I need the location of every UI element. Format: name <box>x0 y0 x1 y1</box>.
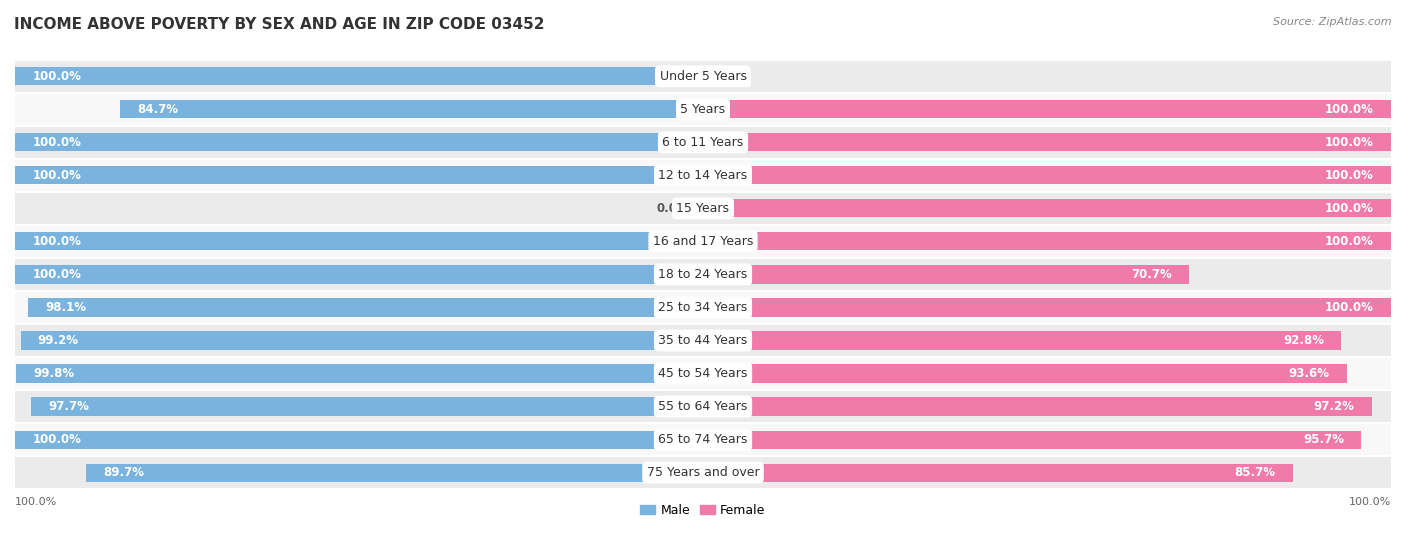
Text: 100.0%: 100.0% <box>15 498 58 508</box>
Legend: Male, Female: Male, Female <box>636 499 770 522</box>
Text: 16 and 17 Years: 16 and 17 Years <box>652 235 754 248</box>
Bar <box>15 60 1391 93</box>
Text: 75 Years and over: 75 Years and over <box>647 466 759 479</box>
Bar <box>15 225 1391 258</box>
Text: 84.7%: 84.7% <box>138 103 179 116</box>
Text: 100.0%: 100.0% <box>32 136 82 149</box>
Text: Source: ZipAtlas.com: Source: ZipAtlas.com <box>1274 17 1392 27</box>
Bar <box>703 166 1391 184</box>
Text: 12 to 14 Years: 12 to 14 Years <box>658 169 748 182</box>
Bar <box>21 331 703 349</box>
Bar <box>15 266 703 283</box>
Text: 100.0%: 100.0% <box>1324 301 1374 314</box>
Bar <box>121 100 703 119</box>
Bar <box>86 463 703 482</box>
Bar <box>31 397 703 416</box>
Text: 35 to 44 Years: 35 to 44 Years <box>658 334 748 347</box>
Bar <box>703 463 1292 482</box>
Text: 100.0%: 100.0% <box>32 70 82 83</box>
Text: 0.0%: 0.0% <box>717 70 749 83</box>
Bar <box>15 233 703 250</box>
Bar <box>15 67 703 86</box>
Text: 98.1%: 98.1% <box>45 301 86 314</box>
Bar <box>703 200 1391 217</box>
Text: 18 to 24 Years: 18 to 24 Years <box>658 268 748 281</box>
Text: 70.7%: 70.7% <box>1132 268 1173 281</box>
Bar <box>17 364 703 382</box>
Bar <box>15 126 1391 159</box>
Text: 100.0%: 100.0% <box>1324 136 1374 149</box>
Text: 85.7%: 85.7% <box>1234 466 1275 479</box>
Bar <box>15 258 1391 291</box>
Bar <box>15 430 703 449</box>
Text: 45 to 54 Years: 45 to 54 Years <box>658 367 748 380</box>
Bar <box>15 192 1391 225</box>
Bar <box>15 456 1391 489</box>
Text: 65 to 74 Years: 65 to 74 Years <box>658 433 748 446</box>
Bar <box>15 357 1391 390</box>
Text: Under 5 Years: Under 5 Years <box>659 70 747 83</box>
Bar <box>703 397 1372 416</box>
Bar <box>703 299 1391 316</box>
Text: 100.0%: 100.0% <box>1348 498 1391 508</box>
Text: 100.0%: 100.0% <box>1324 202 1374 215</box>
Text: 5 Years: 5 Years <box>681 103 725 116</box>
Text: 100.0%: 100.0% <box>32 169 82 182</box>
Text: 97.7%: 97.7% <box>48 400 89 413</box>
Text: 99.8%: 99.8% <box>34 367 75 380</box>
Bar <box>703 266 1189 283</box>
Bar <box>703 100 1391 119</box>
Bar <box>28 299 703 316</box>
Text: 100.0%: 100.0% <box>1324 169 1374 182</box>
Bar <box>15 291 1391 324</box>
Bar <box>703 133 1391 151</box>
Text: 95.7%: 95.7% <box>1303 433 1344 446</box>
Bar <box>15 423 1391 456</box>
Bar <box>703 233 1391 250</box>
Text: INCOME ABOVE POVERTY BY SEX AND AGE IN ZIP CODE 03452: INCOME ABOVE POVERTY BY SEX AND AGE IN Z… <box>14 17 544 32</box>
Bar <box>15 133 703 151</box>
Text: 6 to 11 Years: 6 to 11 Years <box>662 136 744 149</box>
Text: 15 Years: 15 Years <box>676 202 730 215</box>
Text: 89.7%: 89.7% <box>103 466 143 479</box>
Text: 100.0%: 100.0% <box>32 433 82 446</box>
Text: 99.2%: 99.2% <box>38 334 79 347</box>
Bar <box>15 390 1391 423</box>
Bar <box>15 93 1391 126</box>
Bar <box>15 166 703 184</box>
Text: 55 to 64 Years: 55 to 64 Years <box>658 400 748 413</box>
Text: 97.2%: 97.2% <box>1313 400 1354 413</box>
Text: 25 to 34 Years: 25 to 34 Years <box>658 301 748 314</box>
Bar <box>15 159 1391 192</box>
Text: 100.0%: 100.0% <box>1324 235 1374 248</box>
Text: 100.0%: 100.0% <box>32 268 82 281</box>
Text: 93.6%: 93.6% <box>1289 367 1330 380</box>
Text: 100.0%: 100.0% <box>1324 103 1374 116</box>
Text: 100.0%: 100.0% <box>32 235 82 248</box>
Bar <box>703 331 1341 349</box>
Bar <box>703 364 1347 382</box>
Bar <box>15 324 1391 357</box>
Text: 92.8%: 92.8% <box>1284 334 1324 347</box>
Bar <box>703 430 1361 449</box>
Text: 0.0%: 0.0% <box>657 202 689 215</box>
